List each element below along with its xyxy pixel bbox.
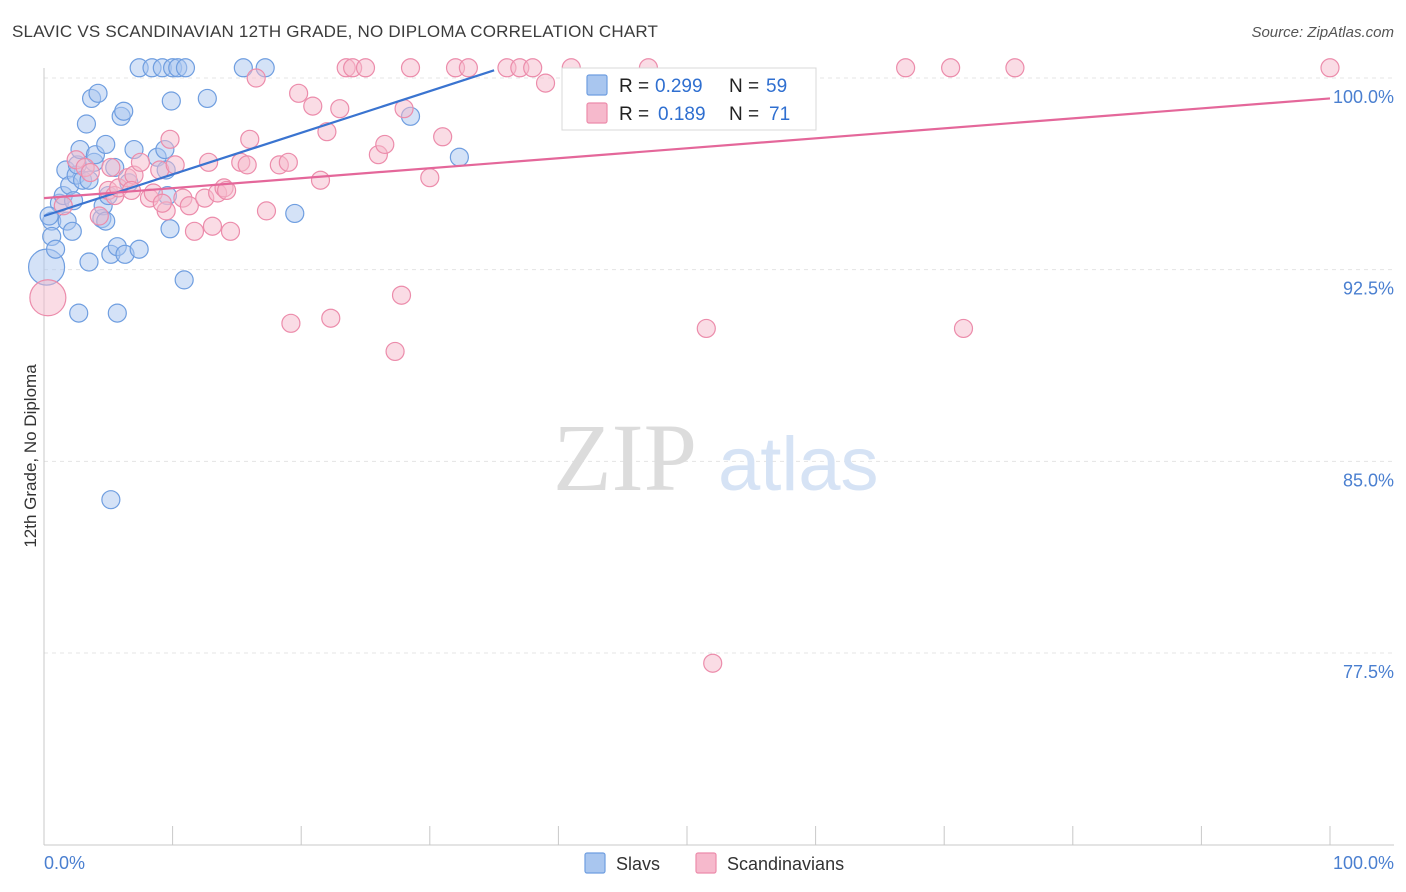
point-scandinavians-50 — [420, 168, 440, 188]
point-slavs-16 — [76, 114, 97, 134]
watermark-zip: ZIP — [553, 404, 697, 511]
x-ticks — [43, 826, 1331, 845]
point-slavs-38 — [129, 239, 149, 259]
bottom-legend-swatch-scandinavians — [695, 852, 717, 874]
point-scandinavians-38 — [317, 122, 337, 142]
point-scandinavians-45 — [375, 134, 395, 155]
point-slavs-52 — [197, 88, 217, 109]
legend-swatch-scandinavians — [586, 102, 608, 124]
point-scandinavians-57 — [535, 73, 556, 93]
point-scandinavians-65 — [1005, 58, 1025, 78]
point-slavs-55 — [285, 203, 305, 224]
point-slavs-13 — [69, 303, 89, 323]
point-scandinavians-43 — [355, 58, 376, 78]
point-scandinavians-30 — [246, 68, 266, 88]
point-scandinavians-21 — [184, 221, 205, 241]
series-scandinavians-points — [29, 58, 1340, 673]
y-tick-label-1: 92.5% — [1343, 279, 1394, 299]
point-scandinavians-69 — [217, 180, 237, 201]
y-tick-labels: 100.0% 92.5% 85.0% 77.5% — [1333, 87, 1394, 682]
point-scandinavians-51 — [433, 127, 453, 147]
legend-n-label-scandinavians: N = — [729, 104, 759, 125]
source-credit: Source: ZipAtlas.com — [1251, 24, 1394, 41]
y-tick-label-3: 77.5% — [1343, 662, 1394, 682]
point-scandinavians-40 — [330, 99, 350, 119]
point-slavs-53 — [233, 58, 253, 78]
point-scandinavians-56 — [523, 58, 543, 78]
point-scandinavians-17 — [160, 129, 180, 149]
point-slavs-3 — [45, 239, 66, 259]
point-scandinavians-35 — [289, 83, 309, 103]
point-scandinavians-33 — [278, 152, 298, 172]
point-scandinavians-12 — [130, 152, 151, 172]
bottom-legend-swatch-slavs — [584, 852, 606, 874]
point-slavs-32 — [107, 303, 127, 323]
stats-legend: R = 0.299 N = 59 R = 0.189 N = 71 — [561, 67, 817, 131]
point-scandinavians-62 — [896, 58, 916, 78]
point-scandinavians-70 — [240, 129, 260, 149]
point-slavs-9 — [62, 221, 82, 241]
legend-r-value-slavs: 0.299 — [655, 76, 703, 97]
point-slavs-46 — [160, 219, 180, 239]
point-slavs-28 — [101, 490, 121, 510]
trend-lines — [43, 69, 1331, 218]
point-slavs-26 — [96, 134, 116, 155]
point-scandinavians-29 — [237, 155, 257, 175]
point-scandinavians-68 — [152, 193, 172, 213]
point-slavs-50 — [174, 270, 194, 290]
legend-r-value-scandinavians: 0.189 — [658, 104, 706, 125]
point-scandinavians-66 — [1320, 58, 1340, 78]
point-slavs-18 — [79, 252, 99, 272]
point-scandinavians-7 — [101, 157, 121, 178]
legend-r-label-slavs: R = — [619, 76, 649, 97]
point-slavs-34 — [114, 101, 134, 121]
point-scandinavians-47 — [391, 285, 412, 305]
point-scandinavians-64 — [953, 318, 974, 339]
bottom-legend-label-slavs: Slavs — [616, 854, 660, 874]
legend-r-label-scandinavians: R = — [619, 104, 649, 125]
legend-n-value-scandinavians: 71 — [769, 104, 790, 125]
point-slavs-51 — [175, 58, 196, 78]
point-scandinavians-46 — [385, 341, 405, 362]
point-scandinavians-4 — [80, 162, 100, 183]
point-scandinavians-37 — [310, 170, 331, 190]
y-tick-label-0: 100.0% — [1333, 87, 1394, 107]
point-slavs-58 — [39, 206, 59, 226]
point-scandinavians-20 — [179, 196, 199, 216]
point-scandinavians-53 — [458, 58, 478, 78]
point-slavs-47 — [161, 91, 181, 111]
watermark-atlas: atlas — [718, 422, 879, 507]
bottom-legend-label-scandinavians: Scandinavians — [727, 854, 844, 874]
series-slavs-points — [27, 58, 469, 510]
point-scandinavians-63 — [941, 58, 961, 78]
point-scandinavians-49 — [400, 58, 421, 78]
legend-n-label-slavs: N = — [729, 76, 759, 97]
point-scandinavians-60 — [696, 318, 716, 339]
point-scandinavians-36 — [303, 96, 323, 116]
point-scandinavians-24 — [202, 216, 223, 236]
x-tick-label-max: 100.0% — [1333, 853, 1394, 873]
legend-n-value-slavs: 59 — [766, 76, 787, 97]
point-scandinavians-27 — [220, 221, 241, 241]
point-scandinavians-61 — [703, 653, 723, 673]
chart-title: SLAVIC VS SCANDINAVIAN 12TH GRADE, NO DI… — [12, 22, 659, 41]
point-slavs-57 — [449, 147, 469, 167]
y-tick-label-2: 85.0% — [1343, 470, 1394, 490]
point-scandinavians-31 — [256, 201, 277, 221]
series-legend: Slavs Scandinavians — [584, 852, 844, 874]
point-scandinavians-34 — [281, 313, 301, 333]
watermark: ZIP atlas — [553, 404, 879, 511]
point-scandinavians-5 — [89, 206, 109, 226]
x-tick-label-min: 0.0% — [44, 853, 85, 873]
trend-line-scandinavians — [43, 97, 1331, 200]
y-axis-label: 12th Grade, No Diploma — [21, 364, 40, 548]
point-slavs-22 — [88, 83, 108, 103]
point-scandinavians-0 — [29, 279, 67, 317]
point-scandinavians-39 — [321, 308, 341, 328]
legend-swatch-slavs — [586, 74, 608, 96]
